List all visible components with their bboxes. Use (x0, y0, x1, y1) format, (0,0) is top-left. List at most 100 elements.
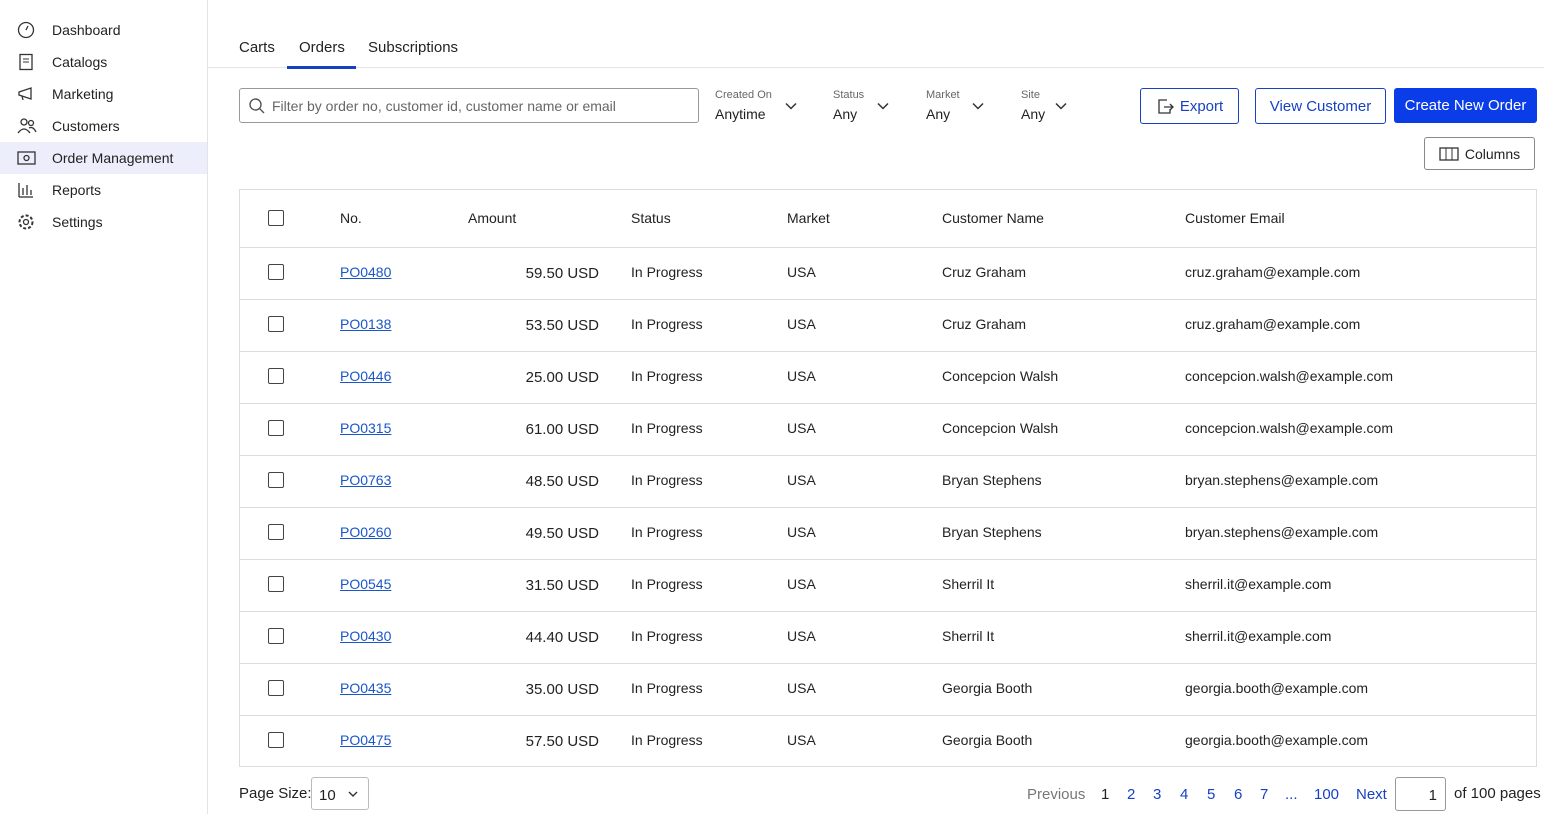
order-link[interactable]: PO0545 (340, 576, 392, 592)
page-size-select[interactable]: 10 (311, 777, 369, 810)
create-order-button[interactable]: Create New Order (1394, 88, 1537, 123)
page-link[interactable]: 100 (1314, 786, 1340, 803)
columns-button[interactable]: Columns (1424, 137, 1535, 170)
search-box[interactable]: Filter by order no, customer id, custome… (239, 88, 699, 123)
cell-text: USA (787, 316, 816, 332)
filter[interactable]: Site Any (1021, 89, 1069, 125)
button-label: Columns (1464, 145, 1521, 162)
amount: 49.50 USD (525, 525, 599, 542)
checkbox[interactable] (268, 472, 284, 488)
cell-text: cruz.graham@example.com (1185, 264, 1361, 280)
checkbox[interactable] (268, 576, 284, 592)
nav-item[interactable]: Settings (0, 206, 207, 238)
page-size-label: Page Size: (239, 785, 312, 802)
checkbox[interactable] (268, 368, 284, 384)
cell-text: In Progress (631, 576, 703, 592)
page-link[interactable]: ... (1285, 786, 1298, 803)
next-link[interactable]: Next (1356, 786, 1387, 803)
cell-text: bryan.stephens@example.com (1185, 524, 1379, 540)
page-link[interactable]: 6 (1234, 786, 1243, 803)
search-icon (249, 98, 265, 114)
filter[interactable]: Market Any (926, 89, 986, 125)
order-link[interactable]: PO0315 (340, 420, 392, 436)
export-button[interactable]: Export (1140, 88, 1239, 124)
page-input[interactable]: 1 (1395, 777, 1446, 811)
page-link[interactable]: 2 (1127, 786, 1136, 803)
nav-label: Marketing (52, 86, 114, 102)
page-link[interactable]: 3 (1153, 786, 1162, 803)
page-link[interactable]: 5 (1207, 786, 1216, 803)
tab-active[interactable]: Orders (299, 39, 345, 56)
nav-item[interactable]: Reports (0, 174, 207, 206)
amount: 53.50 USD (525, 317, 599, 334)
cell-text: Bryan Stephens (942, 472, 1042, 488)
nav-item[interactable]: Catalogs (0, 46, 207, 78)
nav-item[interactable]: Customers (0, 110, 207, 142)
tab[interactable]: Subscriptions (368, 39, 459, 56)
cell-text: concepcion.walsh@example.com (1185, 420, 1393, 436)
checkbox[interactable] (268, 264, 284, 280)
orders-table: No. Amount Status Market Customer Name Custom… (239, 189, 1537, 767)
order-link[interactable]: PO0763 (340, 472, 392, 488)
column-header: No. (340, 210, 362, 226)
amount: 61.00 USD (525, 421, 599, 438)
nav-item[interactable]: Marketing (0, 78, 207, 110)
order-link[interactable]: PO0480 (340, 264, 392, 280)
cell-text: Georgia Booth (942, 680, 1033, 696)
previous-link[interactable]: Previous (1027, 786, 1086, 803)
page-count: of 100 pages (1454, 785, 1541, 802)
checkbox[interactable] (268, 210, 284, 226)
checkbox[interactable] (268, 420, 284, 436)
export-icon (1158, 99, 1174, 114)
chevron (877, 102, 889, 110)
icon (17, 151, 36, 165)
nav-label: Customers (52, 118, 120, 134)
checkbox[interactable] (268, 524, 284, 540)
nav-item[interactable]: Dashboard (0, 14, 207, 46)
filter-value: Anytime (715, 106, 766, 122)
order-link[interactable]: PO0435 (340, 680, 392, 696)
cell-text: georgia.booth@example.com (1185, 680, 1369, 696)
checkbox[interactable] (268, 732, 284, 748)
tab[interactable]: Carts (239, 39, 275, 56)
page-link[interactable]: 7 (1260, 786, 1269, 803)
checkbox[interactable] (268, 680, 284, 696)
cell-text: USA (787, 680, 816, 696)
amount: 25.00 USD (525, 369, 599, 386)
order-link[interactable]: PO0475 (340, 732, 392, 748)
order-link[interactable]: PO0260 (340, 524, 392, 540)
cell-text: In Progress (631, 732, 703, 748)
amount: 59.50 USD (525, 265, 599, 282)
cell-text: concepcion.walsh@example.com (1185, 368, 1393, 384)
filter[interactable]: Status Any (833, 89, 891, 125)
checkbox[interactable] (268, 628, 284, 644)
page-current[interactable]: 1 (1101, 786, 1110, 803)
filter[interactable]: Created On Anytime (715, 89, 799, 125)
table-row: PO0763 48.50 USD In Progress USA Bryan Steph… (240, 455, 1536, 508)
checkbox[interactable] (268, 316, 284, 332)
amount: 44.40 USD (525, 629, 599, 646)
tab-divider (208, 67, 1544, 68)
cell-text: USA (787, 420, 816, 436)
cell-text: In Progress (631, 420, 703, 436)
amount: 35.00 USD (525, 681, 599, 698)
amount: 48.50 USD (525, 473, 599, 490)
order-link[interactable]: PO0446 (340, 368, 392, 384)
filter-value: Any (1021, 106, 1046, 122)
nav-item-active[interactable]: Order Management (0, 142, 207, 174)
sidebar: Dashboard Catalogs Marketing Customers O… (0, 0, 208, 814)
cell-text: USA (787, 524, 816, 540)
cell-text: In Progress (631, 628, 703, 644)
column-header: Amount (468, 210, 517, 226)
view-customer-button[interactable]: View Customer (1255, 88, 1386, 124)
page-link[interactable]: 4 (1180, 786, 1189, 803)
cell-text: Sherril It (942, 628, 995, 644)
cell-text: USA (787, 264, 816, 280)
cell-text: Bryan Stephens (942, 524, 1042, 540)
column-header: Status (631, 210, 671, 226)
column-header: Customer Name (942, 210, 1044, 226)
order-link[interactable]: PO0430 (340, 628, 392, 644)
table-row: PO0260 49.50 USD In Progress USA Bryan Steph… (240, 507, 1536, 560)
order-link[interactable]: PO0138 (340, 316, 392, 332)
nav-label: Dashboard (52, 22, 121, 38)
